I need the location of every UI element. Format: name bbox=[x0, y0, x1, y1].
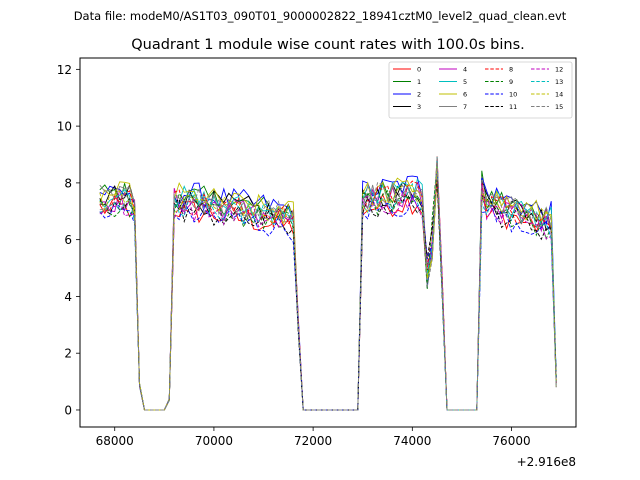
y-tick-label: 6 bbox=[64, 233, 72, 247]
series-line-15 bbox=[99, 156, 557, 411]
series-line-11 bbox=[99, 180, 557, 411]
legend-label: 12 bbox=[555, 66, 563, 74]
legend-label: 3 bbox=[417, 103, 421, 111]
legend-label: 15 bbox=[555, 103, 563, 111]
legend-label: 4 bbox=[463, 66, 467, 74]
series-lines bbox=[99, 156, 557, 411]
y-tick-label: 12 bbox=[57, 63, 72, 77]
chart-suptitle: Data file: modeM0/AS1T03_090T01_90000028… bbox=[74, 9, 567, 23]
y-tick-label: 8 bbox=[64, 176, 72, 190]
y-tick-label: 4 bbox=[64, 290, 72, 304]
legend-label: 10 bbox=[509, 91, 517, 99]
legend-label: 1 bbox=[417, 78, 421, 86]
legend-label: 2 bbox=[417, 91, 421, 99]
y-tick-label: 0 bbox=[64, 403, 72, 417]
legend-label: 9 bbox=[509, 78, 513, 86]
legend-label: 8 bbox=[509, 66, 513, 74]
x-tick-label: 70000 bbox=[195, 434, 233, 448]
plot-frame bbox=[79, 57, 577, 428]
legend-label: 14 bbox=[555, 91, 563, 99]
series-line-10 bbox=[99, 166, 557, 411]
y-tick-label: 10 bbox=[57, 120, 72, 134]
legend-label: 6 bbox=[463, 91, 467, 99]
legend-label: 0 bbox=[417, 66, 421, 74]
x-tick-label: 74000 bbox=[393, 434, 431, 448]
legend-label: 11 bbox=[509, 103, 517, 111]
chart-title: Quadrant 1 module wise count rates with … bbox=[131, 37, 525, 53]
y-axis: 0 2 4 6 8 10 12 bbox=[57, 63, 80, 417]
legend-label: 13 bbox=[555, 78, 563, 86]
x-tick-label: 76000 bbox=[492, 434, 530, 448]
x-axis: 68000 70000 72000 74000 76000 bbox=[96, 427, 531, 448]
legend-label: 5 bbox=[463, 78, 467, 86]
y-tick-label: 2 bbox=[64, 347, 72, 361]
series-line-2 bbox=[99, 167, 557, 411]
series-line-8 bbox=[99, 180, 557, 411]
legend-label: 7 bbox=[463, 103, 467, 111]
legend-frame bbox=[388, 61, 573, 119]
x-tick-label: 72000 bbox=[294, 434, 332, 448]
x-offset-label: +2.916e8 bbox=[517, 455, 576, 469]
x-tick-label: 68000 bbox=[96, 434, 134, 448]
